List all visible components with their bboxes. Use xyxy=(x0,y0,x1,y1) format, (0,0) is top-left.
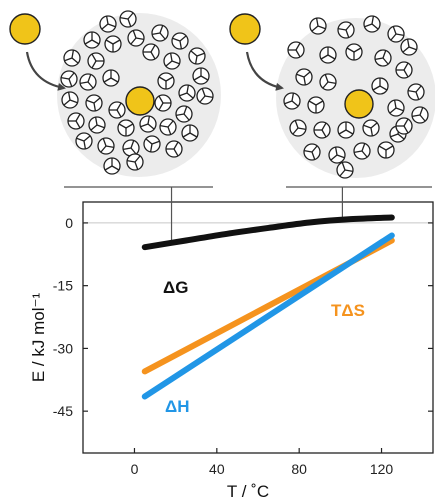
solvent-molecule-icon xyxy=(303,143,321,161)
solvent-molecule-icon xyxy=(88,116,106,134)
solvent-molecule-icon xyxy=(178,84,196,102)
solvent-molecule-icon xyxy=(102,69,120,87)
solvent-molecule-icon xyxy=(143,135,161,153)
x-tick-label: 0 xyxy=(131,461,139,477)
solvent-molecule-icon xyxy=(289,119,307,137)
solvent-molecule-icon xyxy=(104,35,122,53)
solvent-molecule-icon xyxy=(83,31,101,49)
solvent-molecule-icon xyxy=(395,61,413,79)
solvent-molecule-icon xyxy=(163,52,181,70)
solvent-molecule-icon xyxy=(75,132,93,150)
solvent-molecule-icon xyxy=(353,142,371,160)
solvent-molecule-icon xyxy=(181,124,199,142)
y-axis-title: E / kJ mol⁻¹ xyxy=(29,293,48,383)
solvent-molecule-icon xyxy=(395,117,413,135)
solvent-molecule-icon xyxy=(142,43,160,61)
series-label: TΔS xyxy=(331,301,365,320)
solvent-molecule-icon xyxy=(103,157,121,175)
series-label: ΔG xyxy=(163,278,188,297)
solvent-molecule-icon xyxy=(63,49,81,67)
solvent-molecule-icon xyxy=(319,46,337,64)
solvent-molecule-icon xyxy=(387,99,405,117)
solvent-molecule-icon xyxy=(345,43,363,61)
high-temperature-solvation-panel xyxy=(229,13,435,179)
x-tick-label: 120 xyxy=(370,461,394,477)
solvent-molecule-icon xyxy=(151,24,169,42)
incoming-solute-particle xyxy=(9,13,41,45)
solvent-molecule-icon xyxy=(159,118,177,136)
solvation-illustration xyxy=(9,10,435,179)
solvent-molecule-icon xyxy=(309,17,327,35)
solvent-molecule-icon xyxy=(295,68,313,86)
incoming-solute-particle xyxy=(229,13,261,45)
plot-frame xyxy=(82,201,434,454)
solvent-molecule-icon xyxy=(165,140,183,158)
energy-temperature-plot: 0 -15 -30 -45 0 40 80 120 ΔG TΔS ΔH T / ˚C E / k… xyxy=(29,186,434,501)
solvent-molecule-icon xyxy=(337,21,355,39)
solvent-molecule-icon xyxy=(328,146,346,164)
solvent-molecule-icon xyxy=(387,25,405,43)
low-temperature-solvation-panel xyxy=(9,10,221,177)
solvent-molecule-icon xyxy=(313,121,331,139)
y-tick-label: -30 xyxy=(53,340,73,356)
solvent-molecule-icon xyxy=(283,92,301,110)
solvent-molecule-icon xyxy=(175,105,193,123)
solvent-molecule-icon xyxy=(171,32,189,50)
solvent-molecule-icon xyxy=(287,41,305,59)
solvent-molecule-icon xyxy=(61,91,79,109)
solute-particle xyxy=(344,89,374,119)
x-tick-label: 80 xyxy=(291,461,307,477)
x-axis-title: T / ˚C xyxy=(227,482,269,501)
y-tick-label: -15 xyxy=(53,278,73,294)
solvent-molecule-icon xyxy=(119,10,137,28)
solvent-molecule-icon xyxy=(411,106,429,124)
solvent-molecule-icon xyxy=(336,161,354,179)
solvent-molecule-icon xyxy=(319,73,337,91)
solvent-molecule-icon xyxy=(97,137,115,155)
series-layer xyxy=(141,214,395,400)
y-tick-label: -45 xyxy=(53,403,73,419)
solvent-molecule-icon xyxy=(400,38,418,56)
solvent-molecule-icon xyxy=(67,112,85,130)
solvent-molecule-icon xyxy=(363,15,381,33)
solvent-molecule-icon xyxy=(196,87,214,105)
series-labels: ΔG TΔS ΔH xyxy=(163,278,365,416)
solvent-molecule-icon xyxy=(126,153,144,171)
approach-arrow xyxy=(245,51,284,91)
approach-arrow xyxy=(25,51,66,91)
solvent-molecule-icon xyxy=(377,141,395,159)
y-axis-ticks: 0 -15 -30 -45 xyxy=(53,215,433,419)
solute-particle xyxy=(125,86,155,116)
solvent-molecule-icon xyxy=(371,77,389,95)
solvent-molecule-icon xyxy=(407,83,425,101)
solvent-molecule-icon xyxy=(157,72,175,90)
solvent-molecule-icon xyxy=(122,139,140,157)
solvent-molecule-icon xyxy=(188,47,206,65)
solvent-molecule-icon xyxy=(127,29,145,47)
solvent-molecule-icon xyxy=(337,121,355,139)
temperature-pointer-lines xyxy=(64,186,432,245)
solvent-molecule-icon xyxy=(79,73,97,91)
solvent-molecule-icon xyxy=(108,101,126,119)
solvent-molecule-icon xyxy=(117,119,135,137)
solvent-molecule-icon xyxy=(374,49,392,67)
solvent-molecule-icon xyxy=(307,96,325,114)
solvent-molecule-icon xyxy=(154,94,172,112)
series-line-dh xyxy=(141,232,395,400)
series-line-dg xyxy=(141,214,395,251)
series-label: ΔH xyxy=(165,397,190,416)
solvent-molecule-icon xyxy=(139,115,157,133)
solvent-molecule-icon xyxy=(99,15,117,33)
solvent-molecule-icon xyxy=(362,119,380,137)
solvent-molecule-icon xyxy=(192,67,210,85)
solvent-molecule-icon xyxy=(60,70,78,88)
solvent-molecule-icon xyxy=(87,52,105,70)
y-tick-label: 0 xyxy=(65,215,73,231)
solvent-molecule-icon xyxy=(85,94,103,112)
x-axis-ticks: 0 40 80 120 xyxy=(131,448,394,477)
x-tick-label: 40 xyxy=(209,461,225,477)
